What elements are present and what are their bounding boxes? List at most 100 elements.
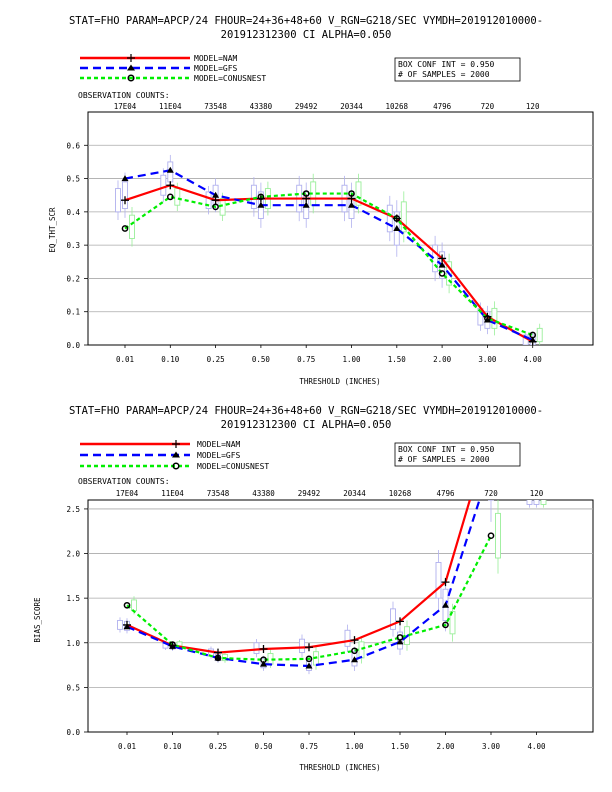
- point-marker: [305, 643, 313, 652]
- y-axis-label: BIAS_SCORE: [33, 597, 42, 643]
- point-marker: [260, 660, 267, 667]
- point-marker: [441, 578, 450, 587]
- ci-box: [390, 608, 396, 630]
- point-marker: [302, 190, 310, 197]
- box-info: BOX CONF INT = 0.950 # OF SAMPLES = 2000: [394, 442, 521, 467]
- ci-box: [129, 214, 135, 239]
- x-tick-label: 0.25: [209, 742, 227, 751]
- legend-marker-nam: [172, 440, 180, 448]
- observation-count: 120: [530, 489, 544, 498]
- point-marker: [212, 203, 219, 211]
- x-tick-label: 0.10: [161, 355, 180, 364]
- ci-box: [358, 641, 365, 659]
- point-marker: [169, 641, 176, 648]
- point-marker: [351, 647, 358, 655]
- point-marker: [348, 201, 355, 208]
- observation-count: 20344: [340, 102, 363, 111]
- observation-count: 120: [526, 102, 540, 111]
- x-tick-label: 0.75: [297, 355, 315, 364]
- plot-frame: [87, 111, 594, 346]
- point-marker: [123, 601, 131, 609]
- box-conf-int-label: BOX CONF INT = 0.950: [398, 60, 495, 69]
- point-marker: [166, 193, 174, 201]
- ci-box: [205, 191, 212, 209]
- observation-count: 720: [481, 102, 495, 111]
- y-tick-label: 0.5: [66, 175, 80, 184]
- legend-label-nam: MODEL=NAM: [197, 440, 241, 449]
- point-marker: [260, 656, 267, 664]
- observation-counts: 17E04 11E04 73548 43380 29492 20344 10268 4796 7…: [114, 102, 540, 111]
- x-tick-label: 2.00: [436, 742, 455, 751]
- x-tick-label: 1.50: [388, 355, 407, 364]
- ci-box: [540, 500, 547, 505]
- point-marker: [442, 601, 449, 608]
- point-marker: [121, 175, 129, 182]
- ci-box: [449, 611, 456, 635]
- x-tick-label: 0.50: [252, 355, 271, 364]
- chart-bias-score: STAT=FHO PARAM=APCP/24 FHOUR=24+36+48+60…: [33, 405, 594, 772]
- x-tick-labels: 0.01 0.10 0.25 0.50 0.75 1.00 1.50 2.00 3.00 4.00: [116, 345, 542, 364]
- observation-count: 4796: [436, 489, 455, 498]
- y-tick-labels: 0.0 0.1 0.2 0.3 0.4 0.5 0.6: [66, 141, 88, 350]
- legend-marker-gfs: [172, 451, 180, 458]
- ci-box: [117, 620, 123, 630]
- point-marker: [257, 193, 265, 201]
- legend: MODEL=NAM MODEL=GFS MODEL=CONUSNEST: [80, 440, 269, 471]
- point-marker: [166, 166, 174, 173]
- point-marker: [396, 617, 404, 626]
- x-axis-label: THRESHOLD (INCHES): [299, 377, 380, 386]
- ci-box: [250, 184, 257, 209]
- ci-box: [386, 204, 393, 233]
- observation-count: 20344: [343, 489, 366, 498]
- num-samples-label: # OF SAMPLES = 2000: [398, 70, 490, 79]
- box-info-frame: [394, 442, 521, 467]
- observation-count: 10268: [389, 489, 412, 498]
- ci-box: [131, 599, 137, 612]
- point-marker: [166, 181, 175, 190]
- series-lines: [121, 166, 537, 345]
- chart-title-line2: 201912312300 CI ALPHA=0.050: [221, 419, 392, 431]
- point-marker: [351, 656, 358, 663]
- point-marker: [350, 636, 359, 645]
- box-conf-int-label: BOX CONF INT = 0.950: [398, 445, 495, 454]
- observation-count: 29492: [295, 102, 318, 111]
- ci-box: [435, 562, 442, 599]
- legend-label-nam: MODEL=NAM: [194, 54, 238, 63]
- x-tick-label: 0.75: [300, 742, 318, 751]
- plot-frame: [87, 499, 594, 733]
- observation-count: 720: [484, 489, 498, 498]
- x-tick-label: 1.00: [342, 355, 361, 364]
- legend-marker-conusnest: [127, 74, 135, 82]
- observation-count: 11E04: [159, 102, 182, 111]
- point-marker: [259, 645, 268, 654]
- point-marker: [438, 254, 447, 263]
- legend-label-conusnest: MODEL=CONUSNEST: [197, 462, 269, 471]
- legend-marker-conusnest: [172, 462, 180, 470]
- point-marker: [348, 190, 355, 197]
- y-tick-label: 0.1: [66, 308, 80, 317]
- x-tick-label: 0.50: [254, 742, 273, 751]
- ci-box: [526, 500, 533, 505]
- observation-count: 43380: [252, 489, 275, 498]
- observation-count: 11E04: [161, 489, 184, 498]
- y-tick-label: 0.0: [66, 341, 80, 350]
- legend-label-gfs: MODEL=GFS: [194, 64, 238, 73]
- point-marker: [121, 196, 129, 205]
- legend-marker-gfs: [127, 64, 135, 71]
- series-lines: [123, 500, 495, 669]
- x-tick-label: 0.01: [116, 355, 134, 364]
- ci-box: [122, 181, 128, 209]
- ci-box: [299, 638, 305, 654]
- chart-eq-tht-scr: STAT=FHO PARAM=APCP/24 FHOUR=24+36+48+60…: [48, 15, 594, 386]
- point-marker: [123, 623, 131, 630]
- x-tick-label: 3.00: [478, 355, 497, 364]
- y-tick-label: 0.4: [66, 208, 80, 217]
- point-marker: [121, 225, 129, 232]
- x-tick-label: 0.10: [163, 742, 182, 751]
- x-tick-label: 3.00: [482, 742, 501, 751]
- series-line-conusnest: [124, 192, 534, 337]
- x-tick-label: 1.00: [345, 742, 364, 751]
- ci-box: [495, 512, 501, 559]
- y-tick-label: 1.0: [66, 639, 80, 648]
